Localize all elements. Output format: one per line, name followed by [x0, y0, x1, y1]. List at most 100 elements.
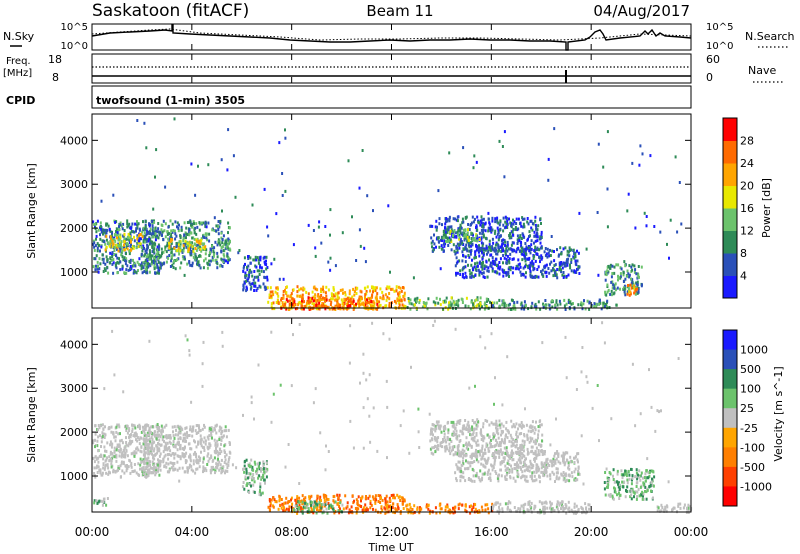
- echo-cell: [299, 300, 301, 304]
- echo-cell: [246, 268, 249, 272]
- echo-cell: [298, 503, 301, 507]
- echo-cell: [446, 240, 449, 244]
- echo-cell: [208, 442, 211, 446]
- echo-cell: [114, 439, 117, 443]
- echo-cell: [527, 246, 530, 250]
- echo-cell: [471, 215, 474, 219]
- echo-cell: [476, 236, 478, 240]
- echo-cell: [179, 447, 182, 451]
- echo-cell: [137, 462, 140, 466]
- echo-cell: [212, 253, 215, 257]
- echo-cell: [484, 451, 487, 455]
- echo-cell: [497, 249, 500, 253]
- echo-cell: [156, 251, 159, 255]
- echo-cell: [228, 258, 231, 262]
- echo-cell: [466, 235, 469, 239]
- echo-cell: [248, 271, 251, 274]
- echo-cell: [95, 254, 98, 258]
- echo-cell: [100, 199, 103, 203]
- echo-cell: [251, 476, 254, 480]
- echo-cell: [158, 438, 161, 442]
- echo-cell: [374, 496, 377, 500]
- echo-cell: [157, 247, 160, 251]
- echo-cell: [611, 280, 614, 284]
- echo-cell: [196, 237, 199, 241]
- echo-cell: [282, 296, 285, 300]
- echo-cell: [452, 434, 455, 437]
- echo-cell: [314, 246, 317, 250]
- echo-cell: [142, 240, 145, 244]
- echo-cell: [139, 463, 142, 467]
- echo-cell: [394, 507, 397, 511]
- echo-cell: [246, 265, 248, 269]
- echo-cell: [515, 443, 518, 447]
- echo-cell: [142, 458, 145, 462]
- echo-cell: [137, 222, 140, 226]
- echo-cell: [327, 506, 330, 510]
- echo-cell: [155, 468, 158, 472]
- echo-cell: [494, 229, 497, 233]
- echo-cell: [328, 504, 331, 508]
- echo-cell: [195, 445, 198, 449]
- echo-cell: [257, 278, 260, 282]
- echo-cell: [559, 302, 562, 306]
- echo-cell: [346, 505, 349, 509]
- echo-cell: [505, 304, 508, 307]
- colorbar-swatch: [723, 208, 737, 231]
- echo-cell: [151, 243, 154, 247]
- echo-cell: [228, 443, 231, 446]
- echo-cell: [224, 469, 227, 473]
- echo-cell: [365, 290, 368, 293]
- echo-cell: [133, 235, 135, 239]
- echo-cell: [385, 287, 388, 291]
- echo-cell: [444, 427, 447, 431]
- echo-cell: [318, 297, 321, 300]
- echo-cell: [444, 505, 447, 509]
- echo-cell: [624, 293, 627, 297]
- echo-cell: [161, 252, 163, 256]
- echo-cell: [363, 246, 366, 250]
- echo-cell: [112, 470, 115, 474]
- echo-cell: [222, 234, 225, 238]
- echo-cell: [222, 249, 225, 253]
- echo-cell: [481, 271, 484, 275]
- echo-cell: [447, 438, 450, 442]
- echo-cell: [102, 427, 105, 431]
- echo-cell: [469, 275, 472, 279]
- echo-cell: [489, 439, 492, 442]
- echo-cell: [393, 289, 396, 293]
- echo-cell: [578, 272, 581, 275]
- echo-cell: [462, 247, 465, 251]
- echo-cell: [374, 501, 377, 505]
- echo-cell: [492, 437, 495, 441]
- echo-cell: [120, 243, 122, 246]
- y-tick-label: 3000: [60, 178, 88, 191]
- echo-cell: [165, 244, 168, 248]
- echo-cell: [528, 230, 531, 234]
- echo-cell: [188, 228, 191, 232]
- echo-cell: [293, 300, 295, 304]
- echo-cell: [148, 437, 151, 441]
- echo-cell: [135, 229, 137, 233]
- echo-cell: [133, 454, 136, 458]
- echo-cell: [254, 462, 257, 466]
- echo-cell: [478, 307, 481, 311]
- echo-cell: [140, 252, 143, 256]
- echo-cell: [536, 235, 539, 239]
- echo-cell: [364, 260, 367, 264]
- echo-cell: [556, 467, 559, 471]
- echo-cell: [135, 451, 138, 455]
- echo-cell: [481, 244, 484, 248]
- echo-cell: [148, 452, 150, 456]
- echo-cell: [186, 431, 188, 435]
- echo-cell: [482, 235, 485, 239]
- echo-cell: [148, 224, 151, 228]
- echo-cell: [569, 301, 571, 305]
- echo-cell: [132, 470, 135, 473]
- echo-cell: [295, 504, 298, 508]
- echo-cell: [140, 267, 143, 271]
- echo-cell: [296, 290, 299, 294]
- echo-cell: [565, 302, 568, 306]
- echo-cell: [113, 449, 116, 453]
- echo-cell: [131, 264, 134, 268]
